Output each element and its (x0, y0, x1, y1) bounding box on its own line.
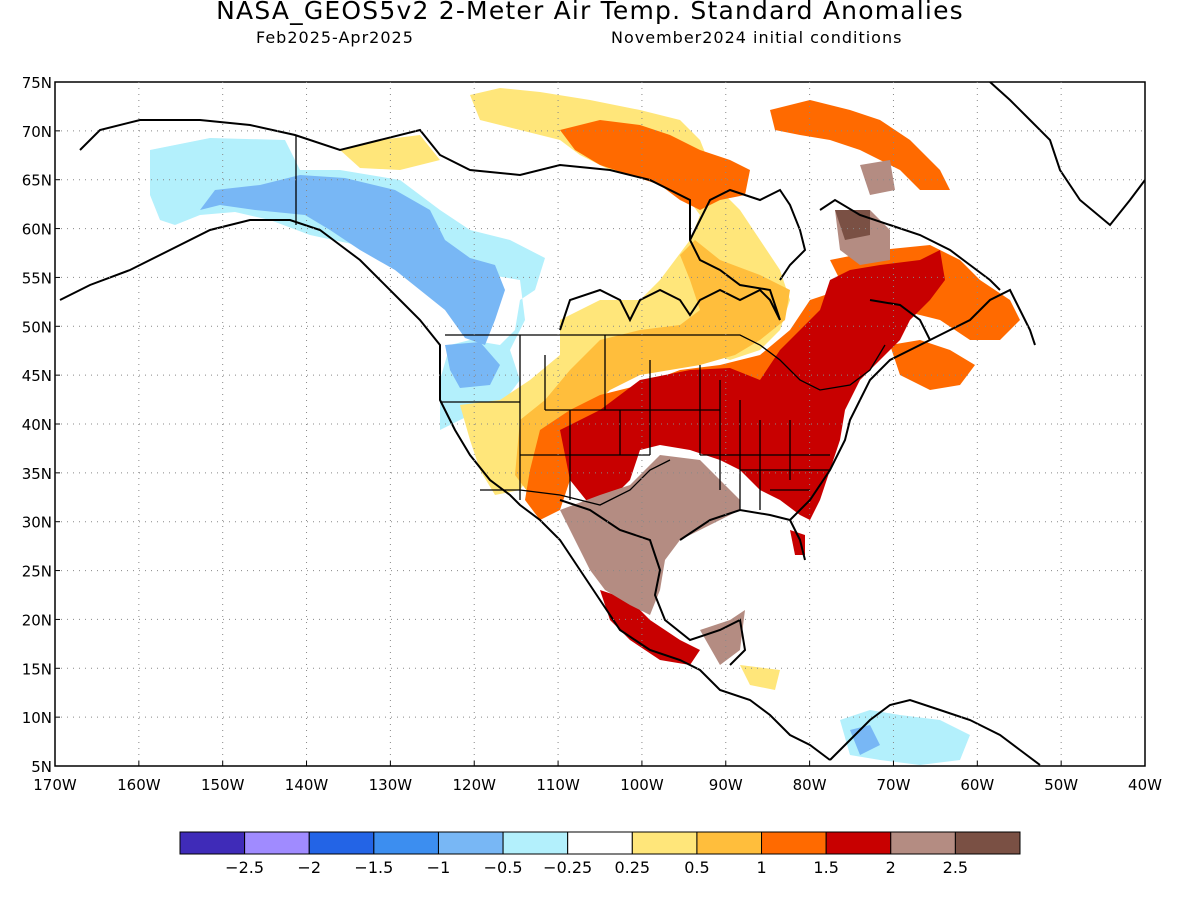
lon-tick-label: 110W (536, 776, 580, 794)
colorbar-swatch (696, 831, 763, 855)
colorbar-label: −2.5 (225, 858, 264, 877)
forecast-period: Feb2025-Apr2025 (256, 28, 414, 47)
colorbar-swatch (179, 831, 246, 855)
eastern-us-warm-anomaly (560, 250, 945, 520)
colorbar-label: 2.5 (943, 858, 968, 877)
colorbar-swatch (244, 831, 310, 855)
lon-tick-label: 80W (793, 776, 827, 794)
appalachian-warm-anomaly (890, 340, 975, 390)
colorbar-label: −2 (297, 858, 321, 877)
colorbar-label: 1 (756, 858, 766, 877)
colorbar-swatch (761, 831, 827, 855)
colorbar-swatch (567, 831, 633, 855)
lat-tick-label: 40N (22, 416, 52, 434)
lat-tick-label: 60N (22, 221, 52, 239)
atlantic-coastline (859, 288, 1036, 401)
lon-tick-label: 160W (117, 776, 161, 794)
colorbar-label: 0.25 (614, 858, 650, 877)
greenland-coastline (989, 82, 1145, 227)
arctic-warm-anomaly (560, 120, 750, 210)
arctic-light-warm (340, 135, 440, 170)
colorbar-label: 1.5 (813, 858, 838, 877)
colorbar-swatch (373, 831, 439, 855)
central-america-yellow (740, 665, 780, 690)
colorbar-label: 0.5 (684, 858, 709, 877)
lat-tick-label: 20N (22, 611, 52, 629)
south-america-cold-anomaly (840, 710, 970, 765)
lat-tick-label: 50N (22, 318, 52, 336)
lat-tick-label: 25N (22, 563, 52, 581)
mexico-coast-warm (600, 590, 700, 665)
lon-tick-label: 50W (1044, 776, 1078, 794)
lat-tick-label: 75N (22, 74, 52, 92)
greenland-warm-anomaly (770, 100, 950, 190)
colorbar-swatch (308, 831, 375, 855)
western-canada-cold-anomaly (200, 175, 505, 345)
lat-tick-label: 45N (22, 367, 52, 385)
quebec-dark-brown-anomaly (835, 210, 870, 240)
colorbar-label: 2 (886, 858, 896, 877)
map-gridlines (54, 81, 1146, 767)
lat-tick-label: 5N (31, 758, 52, 776)
south-america-coastline (829, 698, 1041, 766)
alaska-coastline (79, 119, 781, 331)
lat-tick-label: 10N (22, 709, 52, 727)
pacific-coastline (59, 219, 831, 761)
colorbar-swatch (890, 831, 956, 855)
colorbar-swatch (631, 831, 698, 855)
colorbar-swatch (502, 831, 569, 855)
lat-tick-label: 35N (22, 465, 52, 483)
lat-tick-label: 15N (22, 660, 52, 678)
lat-tick-label: 30N (22, 514, 52, 532)
lat-tick-label: 55N (22, 269, 52, 287)
lon-tick-label: 120W (452, 776, 496, 794)
lon-tick-label: 140W (285, 776, 329, 794)
lat-tick-label: 65N (22, 172, 52, 190)
colorbar-label: −1 (427, 858, 451, 877)
coastlines (59, 82, 1145, 766)
lon-tick-label: 100W (620, 776, 664, 794)
us-canada-border (445, 334, 886, 391)
colorbar-label: −0.5 (484, 858, 523, 877)
lon-tick-label: 170W (33, 776, 77, 794)
state-grid-lines (440, 335, 830, 510)
colorbar-swatch (825, 831, 892, 855)
gulf-coastline (559, 399, 861, 666)
colorbar-label: −0.25 (543, 858, 592, 877)
labrador-coastline (819, 198, 1001, 291)
colorbar-swatch (954, 831, 1021, 855)
map-title: NASA_GEOS5v2 2-Meter Air Temp. Standard … (216, 0, 964, 25)
political-borders (295, 135, 886, 510)
colorbar-swatch (437, 831, 504, 855)
mexico-warm-anomaly (560, 455, 740, 615)
us-mexico-border (480, 459, 671, 506)
alaska-cold-anomaly (150, 138, 545, 430)
lon-tick-label: 40W (1128, 776, 1162, 794)
map-axis-labels: 75N 70N 65N 60N 55N 50N 45N 40N 35N 30N 25N 20N 15N 1… (22, 74, 1162, 794)
lon-tick-label: 150W (201, 776, 245, 794)
pacific-nw-cold-anomaly (445, 342, 500, 388)
initial-conditions: November2024 initial conditions (611, 28, 903, 47)
lon-tick-label: 60W (960, 776, 994, 794)
lon-tick-label: 130W (369, 776, 413, 794)
lon-tick-label: 90W (709, 776, 743, 794)
anomaly-shading (150, 88, 1020, 765)
hudson-bay-coastline (689, 188, 807, 281)
lat-tick-label: 70N (22, 123, 52, 141)
greenland-brown (860, 160, 895, 195)
colorbar-label: −1.5 (354, 858, 393, 877)
lon-tick-label: 70W (877, 776, 911, 794)
hudson-bay-warm-anomaly (515, 240, 790, 495)
colorbar: −2.5 −2 −1.5 −1 −0.5 −0.25 0.25 0.5 1 1.5 2 2.5 (179, 831, 1021, 877)
